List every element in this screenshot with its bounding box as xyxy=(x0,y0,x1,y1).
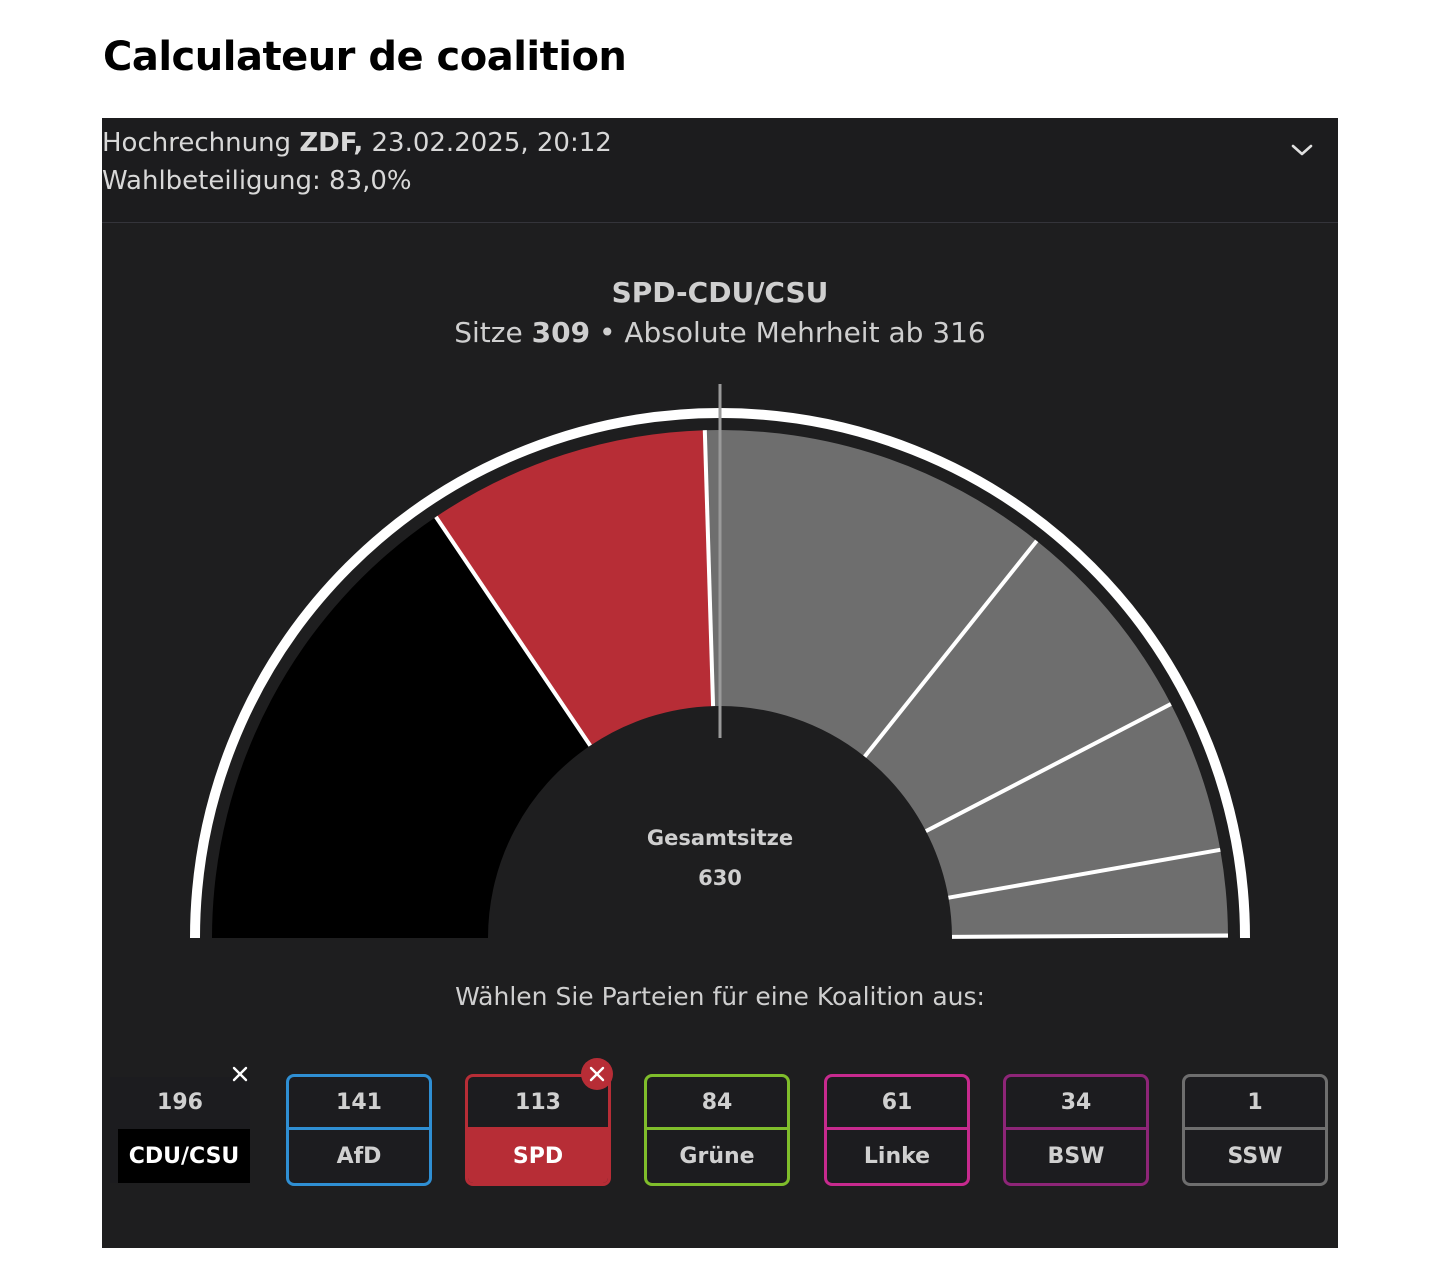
party-card-afd[interactable]: 141 AfD xyxy=(286,1074,432,1186)
seat-segment-linke xyxy=(925,703,1221,898)
seat-segment-spd xyxy=(435,430,714,746)
separator-dot: • xyxy=(598,316,616,349)
close-icon xyxy=(232,1066,248,1082)
page-title: Calculateur de coalition xyxy=(103,34,627,80)
party-seats: 196 xyxy=(157,1089,203,1115)
projection-header[interactable]: Hochrechnung ZDF, 23.02.2025, 20:12 Wahl… xyxy=(102,118,1338,223)
party-name: Linke xyxy=(827,1127,967,1183)
party-seats: 1 xyxy=(1247,1089,1263,1115)
party-card-gruene[interactable]: 84 Grüne xyxy=(644,1074,790,1186)
projection-source-line: Hochrechnung ZDF, 23.02.2025, 20:12 xyxy=(102,128,612,158)
seats-label: Sitze xyxy=(454,316,523,349)
seat-segment-grne xyxy=(864,540,1171,832)
segment-divider xyxy=(702,430,716,707)
close-icon xyxy=(589,1066,605,1082)
remove-cdu-button[interactable] xyxy=(224,1058,256,1090)
total-seats-value: 630 xyxy=(698,866,742,890)
coalition-seats: 309 xyxy=(531,316,591,349)
coalition-panel: Hochrechnung ZDF, 23.02.2025, 20:12 Wahl… xyxy=(102,118,1338,1248)
party-name: AfD xyxy=(289,1127,429,1183)
coalition-name: SPD-CDU/CSU xyxy=(611,276,829,309)
segment-divider xyxy=(951,933,1229,939)
party-name: CDU/CSU xyxy=(118,1129,250,1183)
party-name: Grüne xyxy=(647,1127,787,1183)
projection-prefix: Hochrechnung xyxy=(102,128,292,158)
majority-text: Absolute Mehrheit ab 316 xyxy=(624,316,986,349)
party-seats: 84 xyxy=(701,1089,733,1115)
party-card-cdu[interactable]: 196 CDU/CSU xyxy=(110,1077,250,1183)
party-card-ssw[interactable]: 1 SSW xyxy=(1182,1074,1328,1186)
seat-segment-bsw xyxy=(948,849,1228,937)
parliament-chart xyxy=(190,384,1250,939)
turnout-text: Wahlbeteiligung: 83,0% xyxy=(102,166,412,196)
party-name: SSW xyxy=(1185,1127,1325,1183)
remove-spd-button[interactable] xyxy=(581,1058,613,1090)
party-card-bsw[interactable]: 34 BSW xyxy=(1003,1074,1149,1186)
segment-divider xyxy=(948,847,1221,900)
party-seats: 113 xyxy=(515,1089,561,1115)
party-seats: 34 xyxy=(1060,1089,1092,1115)
party-seats: 61 xyxy=(881,1089,913,1115)
select-parties-prompt: Wählen Sie Parteien für eine Koalition a… xyxy=(455,982,985,1011)
party-card-spd[interactable]: 113 SPD xyxy=(465,1074,611,1186)
chevron-down-icon[interactable] xyxy=(1284,132,1320,168)
party-selector: 196 CDU/CSU 141 AfD 113 SPD 84 Grüne 61 Linke 34 BS… xyxy=(102,1058,1338,1186)
seat-segment-afd xyxy=(704,430,1037,757)
segment-divider xyxy=(434,515,592,747)
segment-divider xyxy=(863,539,1039,758)
projection-datetime: 23.02.2025, 20:12 xyxy=(371,128,612,158)
party-seats: 141 xyxy=(336,1089,382,1115)
projection-source: ZDF, xyxy=(299,128,364,158)
party-name: SPD xyxy=(468,1127,608,1183)
segment-divider xyxy=(924,702,1172,833)
party-name: BSW xyxy=(1006,1127,1146,1183)
seat-segment-cducsu xyxy=(212,516,591,938)
coalition-info: Sitze 309 • Absolute Mehrheit ab 316 xyxy=(102,316,1338,349)
party-card-linke[interactable]: 61 Linke xyxy=(824,1074,970,1186)
total-seats-label: Gesamtsitze xyxy=(646,826,794,850)
